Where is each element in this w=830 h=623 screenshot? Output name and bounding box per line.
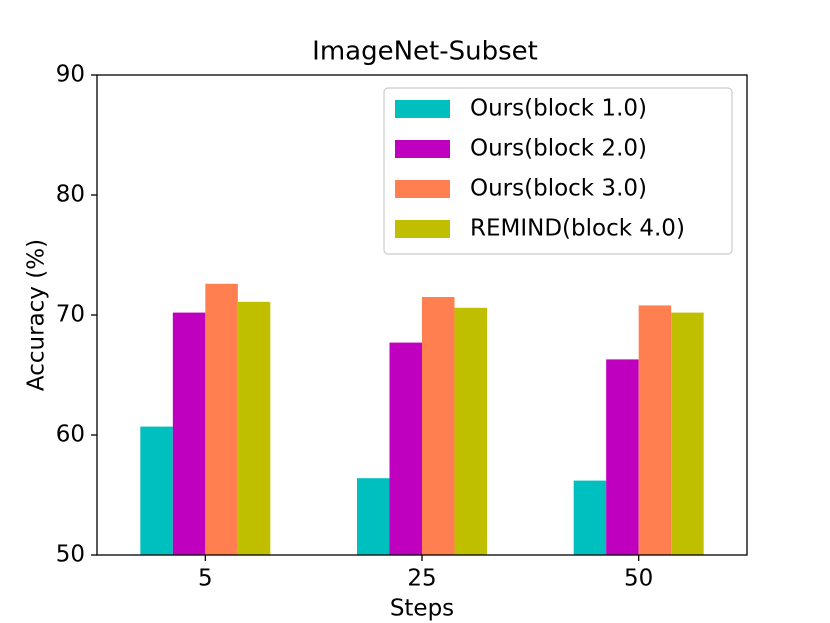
bar — [422, 297, 455, 555]
bar — [638, 305, 672, 555]
y-tick-label: 50 — [56, 542, 85, 568]
y-tick-label: 60 — [56, 422, 85, 448]
x-tick-label: 5 — [198, 566, 213, 592]
legend-swatch — [395, 100, 450, 118]
legend-swatch — [395, 140, 450, 158]
x-tick-label: 25 — [407, 566, 436, 592]
chart-title: ImageNet-Subset — [312, 37, 538, 67]
legend-label: REMIND(block 4.0) — [470, 216, 685, 242]
y-tick-label: 90 — [56, 62, 85, 88]
legend-label: Ours(block 3.0) — [470, 176, 647, 202]
bar — [606, 359, 639, 555]
legend-label: Ours(block 2.0) — [470, 136, 647, 162]
plot-frame — [96, 74, 748, 556]
bar — [357, 478, 390, 555]
bar — [140, 426, 173, 555]
legend-swatch — [395, 180, 450, 198]
y-tick-label: 80 — [56, 182, 85, 208]
y-axis-label: Accuracy (%) — [24, 239, 50, 391]
x-tick-label: 50 — [624, 566, 653, 592]
bar — [389, 342, 422, 555]
legend-box — [383, 87, 733, 255]
bar — [573, 480, 607, 555]
bar — [454, 307, 487, 555]
legend-label: Ours(block 1.0) — [470, 96, 647, 122]
bar — [205, 283, 238, 555]
bar — [671, 312, 704, 555]
x-axis-label: Steps — [390, 596, 454, 622]
y-tick-label: 70 — [56, 302, 85, 328]
legend-swatch — [395, 220, 450, 238]
bar — [237, 301, 271, 555]
bar — [172, 312, 206, 555]
